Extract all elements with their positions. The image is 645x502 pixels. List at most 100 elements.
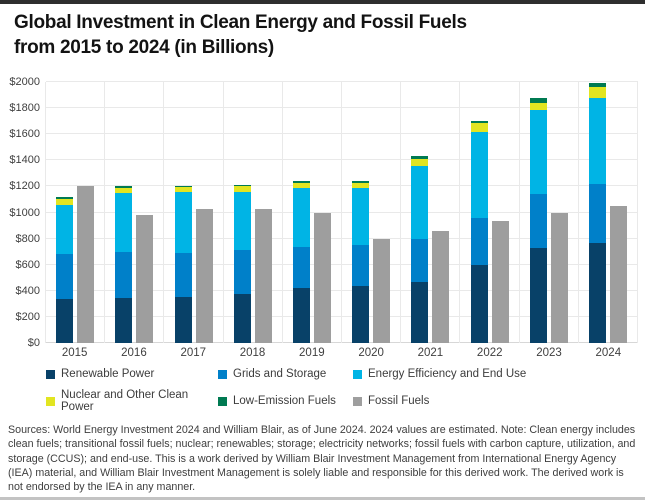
- legend-swatch-icon: [218, 369, 227, 379]
- chart-title: Global Investment in Clean Energy and Fo…: [14, 10, 634, 61]
- y-tick-label: $0: [27, 337, 40, 349]
- bar-segment: [352, 180, 370, 183]
- bar-segment: [313, 213, 331, 343]
- y-tick-label: $1200: [9, 180, 40, 193]
- bar-segment: [254, 208, 272, 343]
- clean-energy-stacked-bar: [56, 82, 74, 343]
- legend-label: Fossil Fuels: [368, 395, 430, 407]
- y-tick-label: $600: [15, 258, 40, 271]
- legend-item: Low-Emission Fuels: [218, 389, 353, 413]
- gridline: [46, 81, 638, 82]
- y-tick-label: $2000: [9, 76, 40, 88]
- chart-title-line-2: from 2015 to 2024 (in Billions): [14, 37, 274, 59]
- legend-label: Low-Emission Fuels: [233, 395, 336, 407]
- bar-segment: [550, 212, 568, 343]
- bar-segment: [470, 217, 488, 265]
- year-group: [105, 82, 165, 343]
- bar-segment: [411, 238, 429, 283]
- legend-item: Grids and Storage: [218, 368, 353, 380]
- bar-segment: [292, 247, 310, 289]
- clean-energy-stacked-bar: [529, 82, 547, 343]
- year-group: [342, 82, 402, 343]
- clean-energy-stacked-bar: [411, 82, 429, 343]
- y-tick-label: $200: [15, 310, 40, 323]
- bar-segment: [411, 282, 429, 343]
- bar-segment: [233, 249, 251, 295]
- top-divider: [0, 0, 645, 4]
- fossil-fuels-bar: [373, 82, 391, 343]
- clean-energy-stacked-bar: [588, 82, 606, 343]
- year-group: [520, 82, 579, 343]
- bar-groups: [46, 82, 639, 343]
- bottom-divider: [0, 497, 645, 500]
- bar-segment: [411, 166, 429, 239]
- x-tick-label: 2022: [476, 347, 503, 359]
- clean-energy-stacked-bar: [233, 82, 251, 343]
- bar-segment: [588, 82, 606, 87]
- bar-segment: [470, 123, 488, 133]
- bar-segment: [174, 192, 192, 253]
- x-tick-label: 2024: [595, 347, 622, 359]
- bar-segment: [609, 205, 627, 343]
- bar-segment: [292, 187, 310, 248]
- bar-segment: [529, 110, 547, 195]
- bar-segment: [470, 132, 488, 218]
- x-tick-label: 2016: [121, 347, 147, 359]
- y-tick-label: $400: [15, 284, 40, 297]
- legend-item: Renewable Power: [46, 368, 218, 380]
- bar-segment: [470, 120, 488, 124]
- legend-label: Nuclear and Other Clean Power: [61, 389, 189, 413]
- bar-segment: [411, 159, 429, 167]
- bar-segment: [588, 183, 606, 243]
- clean-energy-stacked-bar: [115, 82, 133, 343]
- bar-segment: [352, 182, 370, 189]
- fossil-fuels-bar: [254, 82, 272, 343]
- bar-segment: [491, 220, 509, 343]
- x-tick-label: 2020: [358, 347, 384, 359]
- legend-label: Renewable Power: [61, 368, 155, 380]
- bar-segment: [352, 245, 370, 286]
- year-group: [460, 82, 520, 343]
- bar-segment: [292, 181, 310, 183]
- bar-segment: [56, 254, 74, 299]
- bar-segment: [56, 196, 74, 199]
- legend: Renewable Power Grids and Storage Energy E…: [46, 368, 631, 413]
- x-tick-label: 2021: [417, 347, 444, 359]
- clean-energy-stacked-bar: [292, 82, 310, 343]
- year-group: [283, 82, 343, 343]
- bar-segment: [411, 155, 429, 160]
- y-tick-label: $1600: [9, 128, 40, 141]
- bar-segment: [56, 204, 74, 255]
- legend-swatch-icon: [46, 396, 55, 406]
- bar-segment: [115, 297, 133, 343]
- x-tick-label: 2023: [536, 347, 562, 359]
- bar-segment: [529, 247, 547, 343]
- bar-segment: [115, 185, 133, 188]
- bar-segment: [174, 297, 192, 343]
- y-axis: $0 $200 $400 $600 $800 $1000 $1200 $1400 $1600 $1…: [0, 76, 40, 349]
- bar-segment: [292, 182, 310, 188]
- y-tick-label: $1000: [9, 206, 40, 219]
- clean-energy-stacked-bar: [470, 82, 488, 343]
- bar-segment: [529, 102, 547, 111]
- fossil-fuels-bar: [136, 82, 154, 343]
- legend-item: Energy Efficiency and End Use: [353, 368, 631, 380]
- bar-segment: [233, 186, 251, 192]
- x-tick-label: 2018: [239, 347, 266, 359]
- legend-swatch-icon: [353, 396, 362, 406]
- bar-segment: [233, 294, 251, 343]
- bar-segment: [529, 194, 547, 248]
- fossil-fuels-bar: [313, 82, 331, 343]
- fossil-fuels-bar: [432, 82, 450, 343]
- x-tick-label: 2019: [299, 347, 325, 359]
- bar-segment: [432, 230, 450, 343]
- legend-label: Energy Efficiency and End Use: [368, 368, 527, 380]
- bar-segment: [77, 186, 95, 343]
- legend-swatch-icon: [218, 396, 227, 406]
- bar-segment: [352, 188, 370, 246]
- clean-energy-stacked-bar: [352, 82, 370, 343]
- year-group: [46, 82, 106, 343]
- bar-segment: [373, 239, 391, 343]
- chart-title-line-1: Global Investment in Clean Energy and Fo…: [14, 12, 467, 33]
